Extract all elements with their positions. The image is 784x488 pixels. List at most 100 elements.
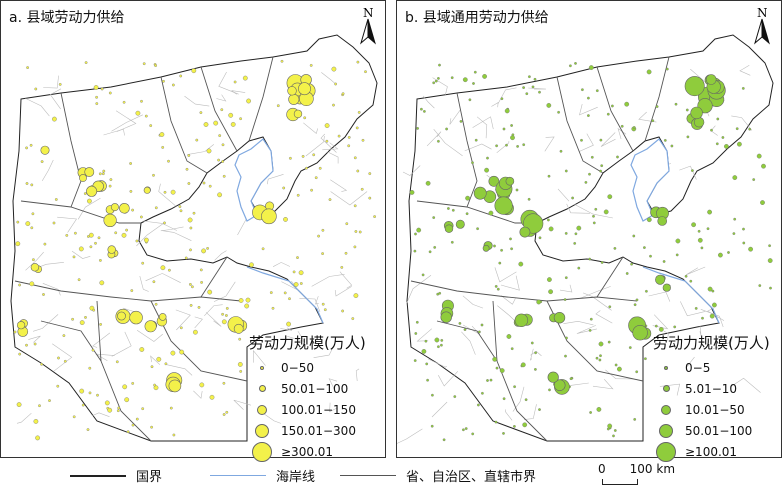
county-symbol [494,284,498,288]
county-symbol [472,82,475,85]
county-symbol [150,425,154,429]
county-border [504,409,513,421]
county-symbol [199,268,203,272]
coastline [642,266,720,324]
county-border [416,328,432,342]
county-symbol [83,192,87,196]
county-symbol [169,406,173,410]
county-symbol [93,85,99,90]
county-border [328,378,338,391]
county-symbol [288,297,291,301]
county-symbol [438,63,441,67]
county-symbol [577,266,581,270]
county-symbol [607,340,611,344]
county-symbol [353,156,357,160]
county-symbol [95,95,99,99]
county-symbol [505,143,508,147]
county-symbol [495,366,499,370]
map-layer [397,34,774,444]
county-symbol [160,265,166,271]
county-border [327,151,339,164]
province-border [200,256,228,298]
county-symbol [559,149,563,153]
county-symbol [337,134,341,138]
county-symbol [191,68,197,74]
county-symbol [451,208,455,212]
county-symbol [25,146,28,150]
county-symbol [624,101,630,107]
county-symbol [642,246,646,250]
county-symbol [57,356,60,360]
county-border [313,344,335,358]
county-border [476,116,488,139]
county-border [431,401,448,418]
county-symbol [600,261,604,264]
county-symbol [432,81,436,85]
legend-a-item: 0−50 [249,357,381,378]
county-symbol [218,134,222,138]
county-symbol [89,245,93,249]
county-symbol-large [79,174,87,182]
county-symbol [522,86,526,90]
map-panel-a: a. 县域劳动力供给 N 劳动力规模(万人) 0−50 50.01−100 10… [0,0,386,462]
county-symbol [283,216,288,222]
county-symbol [613,429,617,432]
county-border [16,412,32,424]
county-symbol [317,234,320,238]
county-symbol [518,261,524,267]
county-symbol [700,246,704,250]
county-symbol [99,322,103,326]
county-border [205,312,222,327]
county-symbol [471,432,475,436]
county-border [559,284,573,293]
county-symbol [419,107,423,111]
county-border [530,350,542,357]
county-border [500,295,516,305]
county-symbol [104,400,110,406]
county-symbol [242,75,248,81]
county-symbol [246,98,252,104]
county-symbol [742,241,746,245]
county-symbol [620,124,624,128]
county-symbol [538,236,542,240]
county-border [428,358,447,368]
county-symbol-large [494,196,513,215]
county-symbol-large [547,371,559,383]
county-symbol-large [86,185,98,197]
county-symbol [760,200,765,206]
county-symbol [351,317,355,320]
county-symbol-large [158,313,167,321]
county-symbol [321,252,324,256]
county-symbol [16,402,22,407]
county-symbol [79,320,85,325]
county-symbol [413,249,417,253]
county-symbol-large [144,320,157,333]
county-symbol [565,336,568,340]
county-symbol [347,135,351,139]
county-symbol [185,167,189,171]
county-symbol [482,74,488,79]
county-border [299,298,321,313]
county-symbol [203,122,209,127]
county-symbol-large [84,167,95,177]
county-symbol-large [657,216,668,226]
county-symbol [221,319,227,325]
county-border [231,90,246,95]
county-symbol [52,221,56,225]
county-border [397,428,423,444]
county-symbol [527,75,531,79]
county-symbol [736,141,742,147]
county-symbol [91,348,95,352]
county-symbol [486,379,489,382]
county-symbol [56,384,60,388]
county-symbol [233,80,237,84]
county-symbol [425,362,429,366]
county-symbol [414,232,417,236]
county-symbol [189,303,193,307]
county-symbol [732,232,736,236]
county-symbol [225,410,229,414]
county-border [491,102,499,108]
county-symbol [141,261,145,265]
county-symbol [124,397,130,403]
county-symbol [502,127,506,131]
